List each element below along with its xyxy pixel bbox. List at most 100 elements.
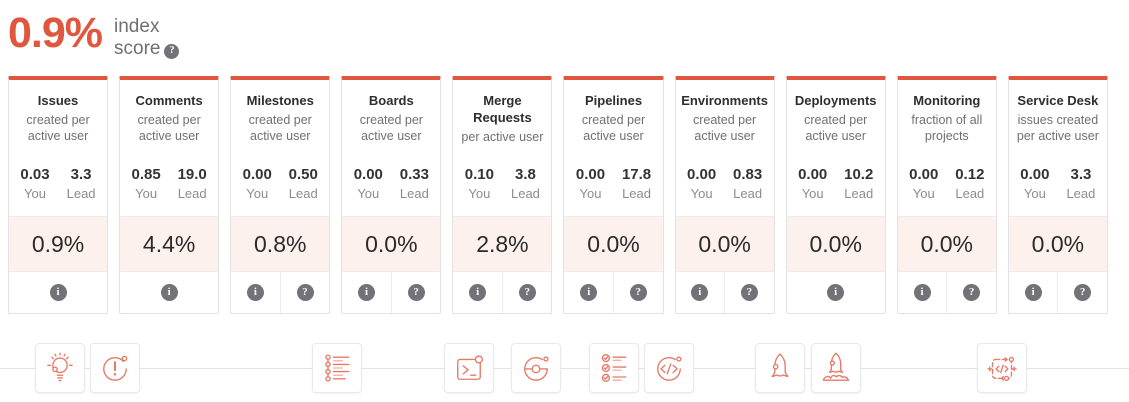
feedback-icon [987,356,1017,382]
you-value: 0.00 [353,166,383,183]
index-score-label-line2: score? [114,38,180,60]
card-subtitle: per active user [461,129,544,144]
help-icon: ? [963,284,981,301]
lead-label: Lead [844,186,874,201]
card-title: Boards [368,93,414,108]
help-button[interactable]: ? [613,272,663,313]
info-button[interactable]: i [898,272,947,313]
lead-value: 17.8 [621,166,652,183]
lead-label: Lead [177,186,207,201]
info-icon: i [358,284,376,301]
info-button[interactable]: i [787,272,885,313]
usage-values: 0.03 You 3.3 Lead [12,166,104,201]
you-label: You [690,186,713,201]
card-comments: Comments created per active user 0.85 Yo… [119,76,220,314]
staging-rocket-icon [771,353,789,378]
you-label: You [1023,186,1046,201]
code-icon [457,355,483,380]
info-button[interactable]: i [676,272,725,313]
card-subtitle: created per active user [804,112,868,144]
info-icon: i [469,284,487,301]
card-score: 0.0% [1008,216,1107,271]
you-value: 0.00 [242,166,272,183]
you-value: 0.03 [20,166,50,183]
step-idea [35,343,85,393]
usage-values: 0.00 You 0.33 Lead [345,166,437,201]
help-icon[interactable]: ? [164,43,180,59]
usage-values: 0.00 You 3.3 Lead [1012,166,1104,201]
card-subtitle: created per active user [137,112,201,144]
usage-values: 0.00 You 0.83 Lead [679,166,771,201]
card-title: Milestones [246,93,314,108]
plan-icon [325,354,350,382]
card-score: 0.0% [675,216,774,271]
card-subtitle: created per active user [692,112,757,144]
you-value: 0.85 [131,166,161,183]
you-label: You [468,186,491,201]
index-score-label-line1: index [114,16,160,37]
help-icon: ? [740,284,758,301]
you-value: 0.00 [1020,166,1050,183]
index-score-value: 0.9% [8,9,103,57]
usage-values: 0.85 You 19.0 Lead [123,166,215,201]
help-button[interactable]: ? [1057,272,1107,313]
review-icon [657,356,682,381]
card-subtitle: created per active user [581,112,646,144]
lead-value: 0.12 [955,166,985,183]
help-button[interactable]: ? [390,272,441,313]
info-button[interactable]: i [231,272,280,313]
step-staging [755,343,805,393]
usage-values: 0.10 You 3.8 Lead [456,166,548,201]
you-label: You [579,186,602,201]
lead-value: 3.8 [515,166,536,183]
card-title: Issues [37,93,79,108]
info-button[interactable]: i [9,272,107,313]
lead-value: 0.83 [733,166,763,183]
info-icon: i [691,284,709,301]
lead-label: Lead [510,186,540,201]
usage-values: 0.00 You 10.2 Lead [790,166,882,201]
card-subtitle: created per active user [26,112,90,144]
lead-label: Lead [288,186,318,201]
lead-value: 0.50 [288,166,318,183]
help-icon: ? [296,284,314,301]
card-title: Deployments [794,93,877,108]
issue-icon [103,355,128,381]
help-icon: ? [629,284,647,301]
card-score: 0.0% [564,216,663,271]
help-button[interactable]: ? [946,272,996,313]
card-issues: Issues created per active user 0.03 You … [8,76,109,314]
lead-label: Lead [955,186,985,201]
info-button[interactable]: i [342,272,391,313]
usage-values: 0.00 You 0.12 Lead [901,166,993,201]
idea-icon [47,352,73,382]
index-score-header: 0.9% index score? [0,0,1129,66]
info-button[interactable]: i [120,272,218,313]
step-feedback [977,343,1027,393]
lead-value: 10.2 [844,166,874,183]
info-button[interactable]: i [453,272,502,313]
info-icon: i [580,284,598,301]
index-score-label: index score? [114,16,180,61]
lead-value: 3.3 [70,166,92,183]
card-score: 4.4% [120,216,219,271]
card-boards: Boards created per active user 0.00 You … [341,76,442,314]
card-score: 0.9% [9,216,108,271]
you-label: You [801,186,824,201]
card-score: 0.0% [786,216,885,271]
you-value: 0.00 [798,166,828,183]
help-button[interactable]: ? [279,272,330,313]
card-subtitle: issues created per active user [1016,112,1099,144]
help-button[interactable]: ? [501,272,552,313]
info-button[interactable]: i [1009,272,1058,313]
step-commit [511,343,561,393]
card-score: 0.0% [342,216,441,271]
info-button[interactable]: i [564,272,613,313]
card-subtitle: fraction of all projects [911,112,983,144]
help-button[interactable]: ? [724,272,774,313]
info-icon: i [827,284,845,301]
usage-values: 0.00 You 0.50 Lead [234,166,326,201]
card-title: Monitoring [913,93,981,108]
help-icon: ? [1074,284,1092,301]
you-value: 0.00 [575,166,606,183]
